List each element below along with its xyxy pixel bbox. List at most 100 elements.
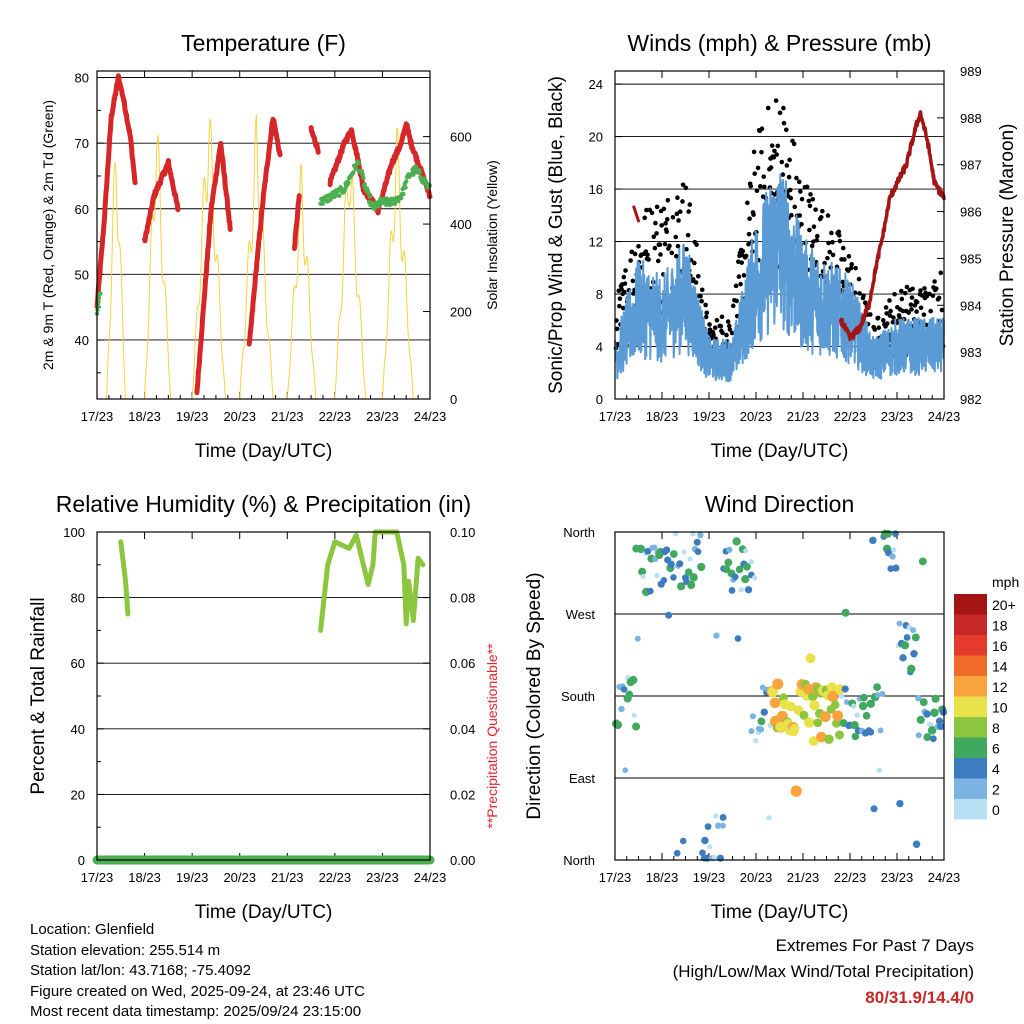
- colorbar-level-label: 6: [992, 741, 1000, 757]
- gust-point: [662, 241, 668, 247]
- colorbar-swatch: [954, 737, 987, 758]
- direction-point: [854, 712, 860, 718]
- gust-point: [734, 298, 739, 304]
- y-tick-label: 0: [78, 853, 85, 868]
- direction-point: [772, 678, 784, 690]
- y2-tick-label: 985: [960, 251, 982, 266]
- temperature-line: [142, 158, 181, 244]
- direction-point: [654, 572, 660, 579]
- direction-point: [677, 582, 686, 591]
- gust-point: [837, 238, 843, 244]
- direction-point: [915, 694, 922, 702]
- pressure-line: [632, 205, 640, 223]
- gust-point: [928, 308, 933, 314]
- direction-point: [928, 722, 934, 728]
- gust-point: [777, 110, 783, 116]
- gust-point: [836, 233, 842, 238]
- gust-point: [741, 273, 747, 278]
- direction-point: [640, 573, 646, 579]
- direction-point: [707, 844, 713, 850]
- y-tick-label: 40: [75, 333, 89, 348]
- gust-point: [840, 279, 845, 285]
- direction-point: [632, 722, 641, 731]
- gust-point: [743, 253, 749, 259]
- gust-point: [661, 206, 667, 212]
- direction-point: [923, 733, 932, 742]
- y2-tick-label: 0.10: [450, 525, 475, 540]
- gust-point: [789, 212, 794, 218]
- x-tick-label: 17/23: [81, 409, 114, 424]
- direction-point: [663, 546, 671, 554]
- direction-point: [687, 556, 693, 562]
- gust-point: [751, 149, 757, 155]
- direction-point: [808, 691, 818, 702]
- gust-point: [657, 242, 663, 247]
- gust-point: [642, 215, 648, 221]
- colorbar: mph 20+ 18 16 14 12 10 8 6 4 2 0: [954, 574, 1019, 820]
- gust-point: [759, 149, 764, 155]
- direction-point: [843, 699, 850, 705]
- gust-point: [826, 240, 831, 246]
- direction-point: [689, 573, 698, 582]
- gust-point: [631, 291, 636, 296]
- colorbar-level-label: 4: [992, 761, 1000, 777]
- x-tick-label: 19/23: [693, 870, 726, 885]
- x-tick-label: 20/23: [740, 409, 773, 424]
- y2-axis-label: Station Pressure (Maroon): [997, 124, 1018, 347]
- dewpoint-point: [333, 193, 338, 198]
- direction-point: [826, 682, 837, 693]
- gust-point: [938, 270, 944, 276]
- gust-point: [699, 287, 705, 293]
- gust-point: [746, 241, 751, 247]
- gust-point: [761, 174, 767, 179]
- gust-point: [698, 293, 703, 299]
- direction-point: [622, 767, 629, 774]
- direction-point: [629, 675, 638, 685]
- gust-point: [827, 249, 832, 255]
- gust-point: [811, 224, 817, 229]
- y-tick-label: 70: [75, 136, 89, 151]
- gust-point: [658, 252, 663, 257]
- gust-point: [799, 196, 805, 202]
- gust-point: [891, 315, 896, 320]
- gust-point: [892, 291, 897, 297]
- direction-point: [748, 559, 754, 565]
- x-axis-label: Time (Day/UTC): [711, 902, 849, 923]
- gust-point: [809, 243, 815, 249]
- direction-point: [667, 560, 675, 568]
- gust-point: [684, 246, 689, 252]
- x-tick-label: 24/23: [414, 409, 447, 424]
- gust-point: [818, 214, 824, 220]
- gust-point: [617, 303, 622, 309]
- x-tick-label: 21/23: [271, 870, 304, 885]
- y2-tick-label: 200: [450, 305, 472, 320]
- direction-point: [804, 717, 815, 728]
- plot-border: [96, 531, 431, 861]
- gust-point: [677, 209, 683, 215]
- gust-point: [780, 172, 786, 177]
- direction-point: [910, 650, 918, 658]
- direction-point: [870, 805, 878, 813]
- gust-point: [909, 307, 914, 312]
- direction-point: [618, 705, 625, 713]
- dewpoint-point: [401, 191, 406, 197]
- gust-point: [636, 243, 641, 249]
- y2-tick-label: 988: [960, 111, 982, 126]
- gust-point: [910, 286, 915, 292]
- gust-point: [690, 277, 696, 282]
- dewpoint-point: [403, 185, 408, 190]
- direction-point: [896, 799, 904, 808]
- colorbar-level-label: 0: [992, 802, 1000, 818]
- plot-border: [614, 70, 945, 400]
- direction-point: [910, 627, 917, 634]
- direction-point: [873, 683, 882, 692]
- x-tick-label: 17/23: [599, 870, 632, 885]
- gust-point: [884, 311, 889, 316]
- colorbar-level-label: 2: [992, 782, 1000, 798]
- direction-point: [711, 854, 717, 861]
- y-tick-label: North: [563, 525, 595, 540]
- direction-point: [679, 837, 687, 845]
- gust-point: [830, 239, 835, 245]
- y-tick-label: South: [561, 689, 595, 704]
- direction-point: [813, 718, 823, 728]
